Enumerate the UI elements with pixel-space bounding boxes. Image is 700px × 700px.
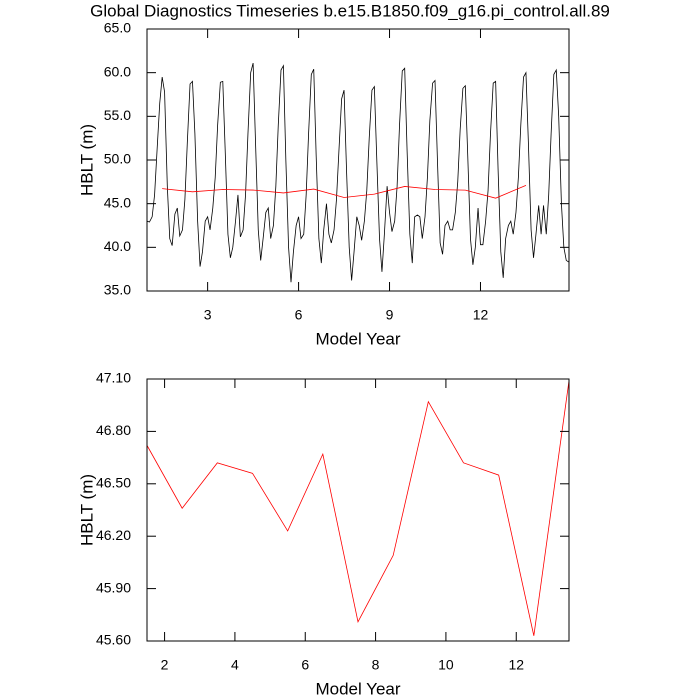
series-line — [146, 62, 570, 283]
y-tick-label: 40.0 — [104, 238, 131, 254]
x-tick-label: 6 — [295, 307, 303, 323]
x-tick-label: 8 — [372, 657, 380, 673]
y-tick-label: 46.50 — [96, 475, 131, 491]
series-line — [162, 185, 527, 199]
plot-frame — [146, 378, 570, 642]
y-tick-label: 35.0 — [104, 282, 131, 298]
y-tick-label: 45.90 — [96, 579, 131, 595]
x-tick-label: 10 — [438, 657, 454, 673]
y-tick-label: 45.0 — [104, 194, 131, 210]
chart-title: Global Diagnostics Timeseries b.e15.B185… — [90, 1, 610, 20]
x-tick-label: 2 — [161, 657, 169, 673]
y-axis-label: HBLT (m) — [77, 124, 96, 196]
x-tick-label: 4 — [231, 657, 239, 673]
y-tick-label: 46.20 — [96, 527, 131, 543]
x-axis-label: Model Year — [315, 679, 400, 698]
y-tick-label: 55.0 — [104, 107, 131, 123]
x-axis-label: Model Year — [315, 329, 400, 348]
y-tick-label: 46.80 — [96, 422, 131, 438]
y-tick-label: 47.10 — [96, 370, 131, 386]
x-tick-label: 12 — [473, 307, 489, 323]
y-tick-label: 45.60 — [96, 632, 131, 648]
plot-frame — [146, 28, 570, 292]
series-line — [146, 380, 570, 636]
x-tick-label: 6 — [301, 657, 309, 673]
y-tick-label: 65.0 — [104, 20, 131, 36]
y-tick-label: 50.0 — [104, 151, 131, 167]
y-axis-label: HBLT (m) — [77, 474, 96, 546]
x-tick-label: 9 — [386, 307, 394, 323]
x-tick-label: 12 — [508, 657, 524, 673]
y-tick-label: 60.0 — [104, 63, 131, 79]
x-tick-label: 3 — [204, 307, 212, 323]
